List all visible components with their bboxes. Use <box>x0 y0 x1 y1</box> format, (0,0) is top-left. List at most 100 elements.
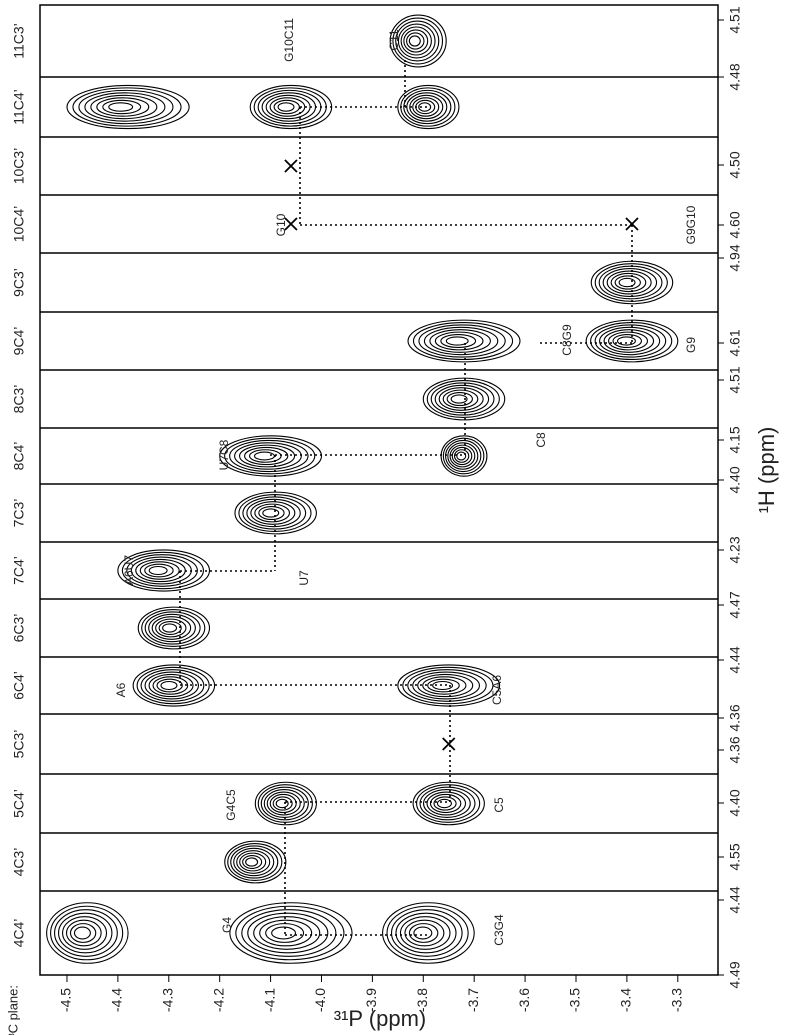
x-tick-label: -3.4 <box>618 988 634 1012</box>
contour-ring <box>429 793 462 814</box>
contour-ring <box>400 26 432 56</box>
x-tick-label: -3.7 <box>465 988 481 1012</box>
contour-ring <box>139 561 180 580</box>
contour-ring <box>259 919 313 947</box>
contour-ring <box>412 97 440 117</box>
peak-contour <box>382 902 475 964</box>
h-ppm-label: 4.48 <box>727 63 743 90</box>
h-ppm-label: 4.49 <box>727 961 743 988</box>
contour-ring <box>108 102 134 112</box>
strip-label: 9C3’ <box>11 268 27 297</box>
contour-ring <box>132 664 216 707</box>
contour-ring <box>447 442 479 470</box>
h-ppm-label: 4.36 <box>727 704 743 731</box>
contour-ring <box>422 377 506 421</box>
contour-ring <box>417 673 474 698</box>
x-tick-label: -3.8 <box>414 988 430 1012</box>
contour-ring <box>155 618 187 638</box>
contour-ring <box>392 17 444 65</box>
contour-ring <box>599 326 661 356</box>
contour-ring <box>246 498 301 528</box>
h-ppm-label: 4.15 <box>727 426 743 453</box>
contour-ring <box>234 491 317 535</box>
contour-ring <box>416 784 481 823</box>
x-tick-label: -3.6 <box>516 988 532 1012</box>
contour-ring <box>590 260 674 305</box>
peak-contour <box>590 260 674 305</box>
contour-ring <box>602 268 658 297</box>
contour-ring <box>73 926 91 940</box>
contour-ring <box>403 89 452 125</box>
contour-ring <box>419 786 476 821</box>
contour-ring <box>390 909 463 957</box>
contour-ring <box>249 84 333 130</box>
contour-ring <box>239 444 296 468</box>
peak-contour <box>224 840 287 884</box>
contour-ring <box>242 854 263 870</box>
contour-ring <box>399 916 451 950</box>
peak-annotation: C5 <box>492 797 506 813</box>
contour-ring <box>456 451 467 461</box>
peak-contour <box>440 435 488 477</box>
contour-ring <box>144 563 174 578</box>
contour-ring <box>141 608 206 648</box>
strip-label: 5C3’ <box>11 730 27 759</box>
peak-annotation: C8G9 <box>560 324 574 356</box>
strip-label: 7C3’ <box>11 499 27 528</box>
contour-ring <box>408 923 439 943</box>
x-tick-label: -3.5 <box>567 988 583 1012</box>
contour-ring <box>397 664 501 707</box>
contour-ring <box>160 680 178 691</box>
contour-ring <box>227 842 283 882</box>
contour-ring <box>449 444 476 468</box>
contour-ring <box>144 611 201 645</box>
strip-label: 10C4’ <box>11 206 27 243</box>
contour-ring <box>422 676 467 695</box>
contour-ring <box>235 905 345 961</box>
contour-ring <box>78 89 174 125</box>
contour-ring <box>238 493 312 533</box>
contour-ring <box>382 902 475 964</box>
contour-ring <box>407 319 521 363</box>
contour-ring <box>395 20 440 62</box>
strip-label: 6C3’ <box>11 614 27 643</box>
contour-ring <box>156 678 183 693</box>
contour-ring <box>453 449 470 463</box>
contour-ring <box>58 912 113 954</box>
contour-ring <box>253 451 275 461</box>
plane-label: ¹³C plane: <box>5 985 20 1035</box>
h-ppm-label: 4.36 <box>727 736 743 763</box>
contour-ring <box>137 606 211 650</box>
strip-label: 7C4’ <box>11 556 27 585</box>
h-ppm-label: 4.44 <box>727 886 743 913</box>
contour-ring <box>610 272 647 293</box>
contour-ring <box>254 503 291 523</box>
contour-ring <box>136 666 210 705</box>
h-ppm-label: 4.60 <box>727 211 743 238</box>
peak-contour <box>46 902 129 964</box>
x-tick-label: -4.0 <box>312 988 328 1012</box>
contour-ring <box>219 435 323 477</box>
contour-ring <box>242 496 307 530</box>
peak-annotation: U7 <box>297 570 311 586</box>
contour-ring <box>265 923 305 943</box>
contour-ring <box>432 680 454 691</box>
peak-annotation: G10C11 <box>282 18 296 62</box>
contour-ring <box>413 926 433 940</box>
contour-ring <box>606 270 652 295</box>
contour-ring <box>426 791 467 816</box>
contour-ring <box>229 902 353 964</box>
cross-stroke <box>284 159 298 173</box>
peak-contour <box>234 491 317 535</box>
contour-ring <box>446 391 473 407</box>
contour-ring <box>407 669 487 702</box>
peak-contour <box>229 902 353 964</box>
contour-ring <box>263 789 305 818</box>
cross-stroke <box>442 737 456 751</box>
h-ppm-label: 4.44 <box>727 646 743 673</box>
contour-ring <box>406 92 448 122</box>
h-ppm-label: 4.47 <box>727 591 743 618</box>
contour-ring <box>433 796 457 811</box>
contour-ring <box>260 786 309 821</box>
